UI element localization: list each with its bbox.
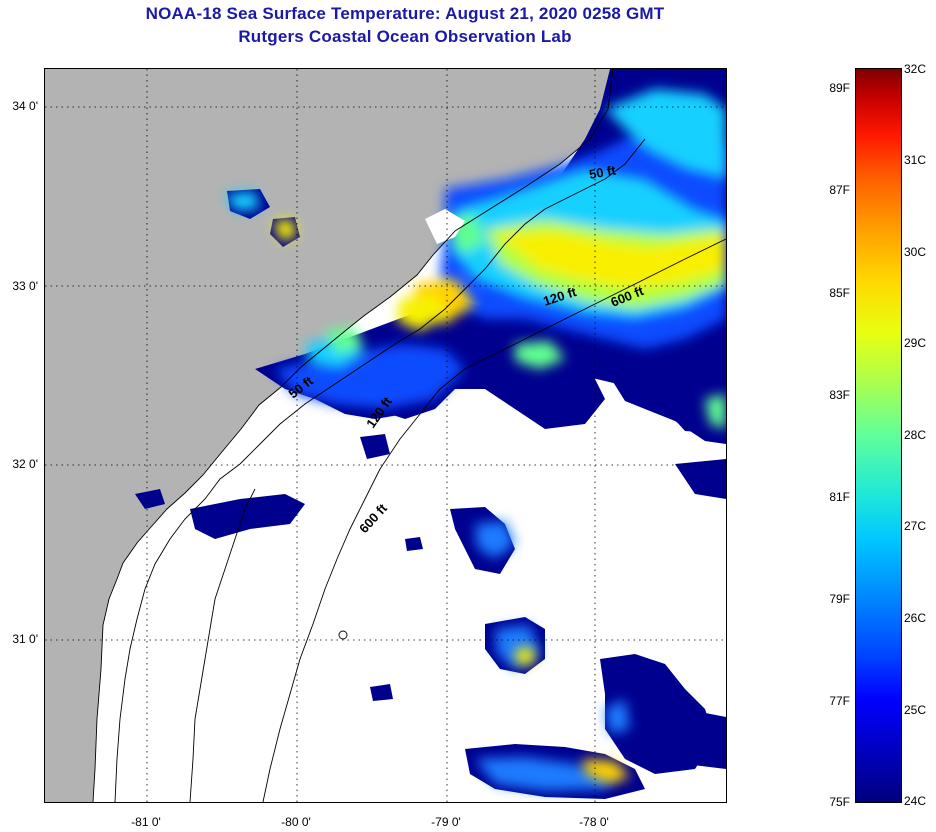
cloud-mask [425, 209, 465, 244]
colorbar-f-89: 89F [829, 81, 850, 95]
colorbar-f-85: 85F [829, 286, 850, 300]
lon-label-81: -81 0' [131, 815, 161, 829]
colorbar-f-87: 87F [829, 183, 850, 197]
colorbar-f-77: 77F [829, 694, 850, 708]
temperature-colorbar [855, 68, 902, 803]
lon-label-79: -79 0' [431, 815, 461, 829]
colorbar-c-24: 24C [904, 794, 927, 808]
colorbar-c-31: 31C [904, 153, 927, 167]
colorbar-c-26: 26C [904, 611, 927, 625]
colorbar-c-27: 27C [904, 519, 927, 533]
lat-lon-grid [45, 69, 726, 802]
map-title: NOAA-18 Sea Surface Temperature: August … [145, 4, 665, 23]
colorbar-c-28: 28C [904, 428, 927, 442]
colorbar-c-25: 25C [904, 703, 927, 717]
lon-label-78: -78 0' [579, 815, 609, 829]
contour-label-50ft-north: 50 ft [588, 162, 618, 182]
depth-contours [262, 238, 726, 802]
sst-map: 50 ft 120 ft 600 ft 50 ft 120 ft 600 ft [44, 68, 727, 803]
sst-map-canvas: 50 ft 120 ft 600 ft 50 ft 120 ft 600 ft [45, 69, 726, 802]
sst-warm-patches [225, 89, 726, 784]
lon-label-80: -80 0' [281, 815, 311, 829]
lat-label-34: 34 0' [12, 99, 38, 113]
colorbar-c-29: 29C [904, 336, 927, 350]
lat-label-33: 33 0' [12, 279, 38, 293]
colorbar-f-79: 79F [829, 592, 850, 606]
colorbar-f-81: 81F [829, 490, 850, 504]
coastline [92, 69, 646, 802]
lat-label-31: 31 0' [12, 632, 38, 646]
lat-label-32: 32 0' [12, 457, 38, 471]
land-area [45, 69, 613, 802]
colorbar-f-83: 83F [829, 388, 850, 402]
colorbar-c-32: 32C [904, 62, 927, 76]
colorbar-f-75: 75F [829, 795, 850, 809]
map-subtitle: Rutgers Coastal Ocean Observation Lab [238, 27, 572, 46]
colorbar-c-30: 30C [904, 245, 927, 259]
